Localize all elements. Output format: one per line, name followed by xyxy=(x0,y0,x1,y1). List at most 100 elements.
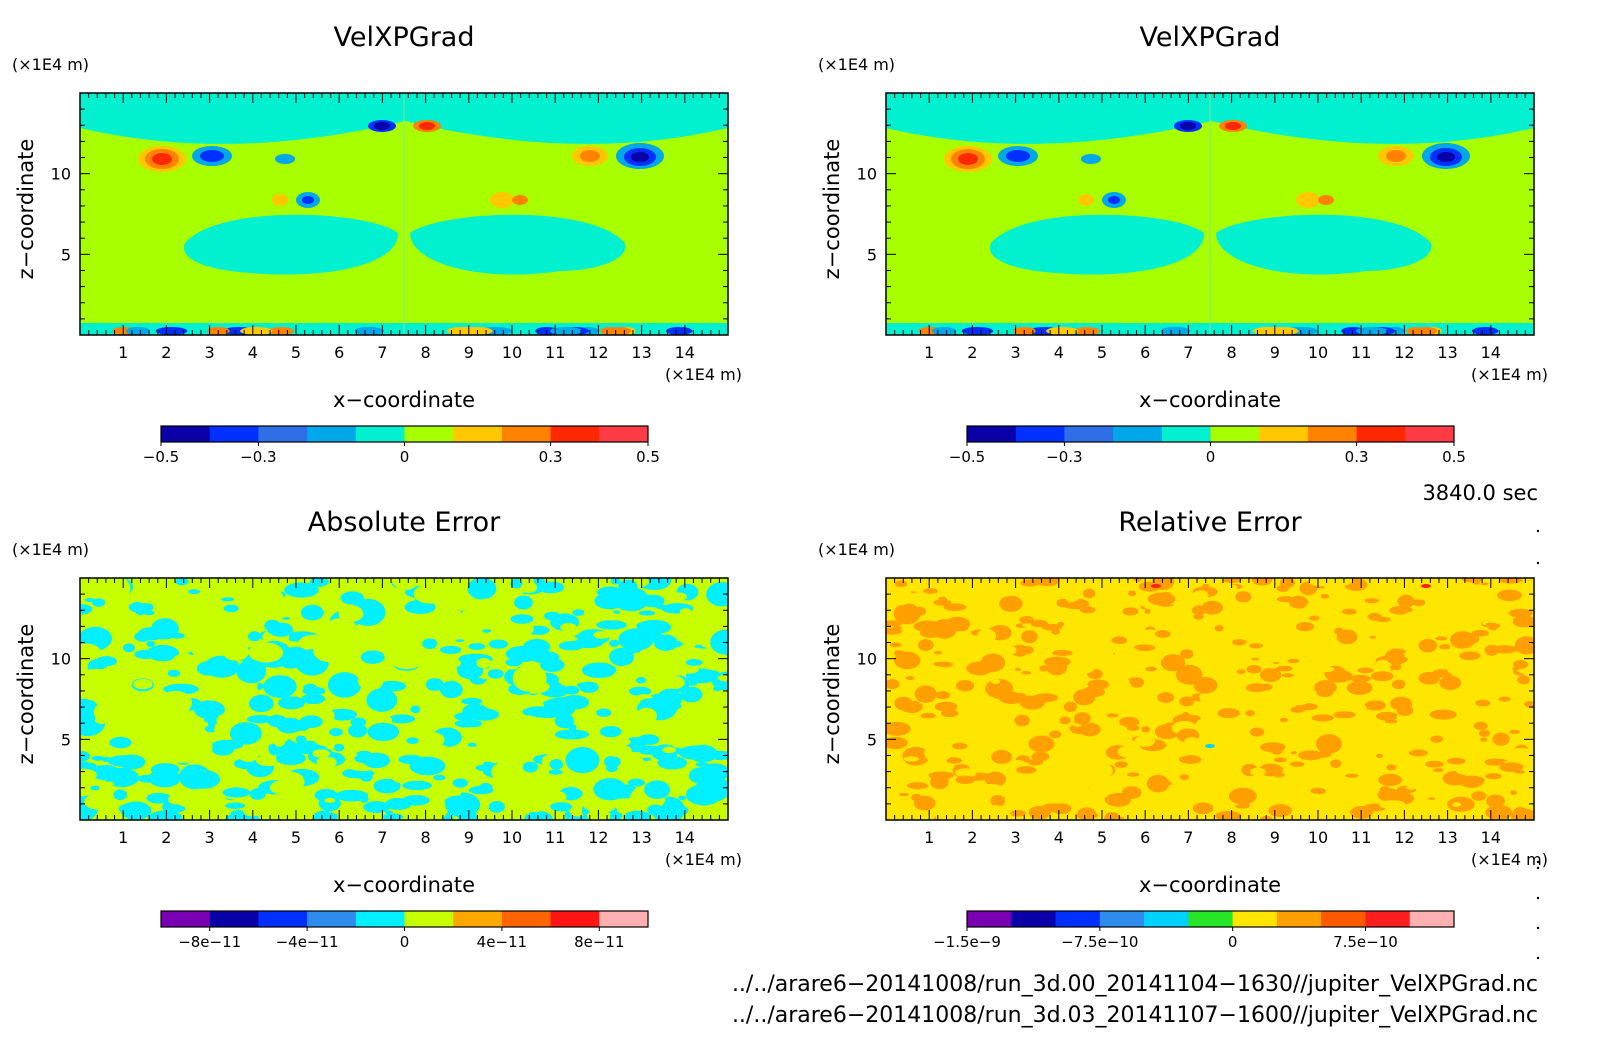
marker-dot xyxy=(1536,561,1540,565)
colorbar-segment xyxy=(1188,911,1234,927)
x-tick-label: 8 xyxy=(1227,343,1237,362)
x-tick-label: 11 xyxy=(1351,343,1371,362)
x-tick-label: 11 xyxy=(545,828,565,847)
z-axis-label: z−coordinate xyxy=(820,139,844,280)
x-tick-label: 4 xyxy=(1054,828,1064,847)
colorbar-segment xyxy=(1210,426,1260,442)
file-path-run03: ../../arare6−20141008/run_3d.03_20141107… xyxy=(732,1003,1538,1028)
colorbar: −1.5e−9 −7.5e−10 0 7.5e−10 xyxy=(933,910,1455,951)
colorbar-segment xyxy=(550,426,600,442)
colorbar-tick-label: 0.3 xyxy=(1345,448,1369,466)
x-tick-label: 3 xyxy=(205,343,215,362)
x-tick-label: 6 xyxy=(334,828,344,847)
x-tick-label: 8 xyxy=(1227,828,1237,847)
x-tick-label: 14 xyxy=(1481,343,1501,362)
x-tick-label: 3 xyxy=(1011,828,1021,847)
plot-frame xyxy=(79,577,729,821)
x-tick-label: 9 xyxy=(1270,343,1280,362)
colorbar-segment xyxy=(1011,911,1057,927)
x-tick-label: 2 xyxy=(967,343,977,362)
colorbar-tick-label: 0 xyxy=(1228,933,1238,951)
colorbar-segment xyxy=(404,911,454,927)
colorbar: −0.5 −0.3 0 0.3 0.5 xyxy=(143,425,660,466)
colorbar-segment xyxy=(307,426,357,442)
colorbar-tick-label: 0 xyxy=(400,933,410,951)
x-tick-label: 3 xyxy=(205,828,215,847)
x-tick-label: 13 xyxy=(1437,828,1457,847)
colorbar-tick-label: 0.5 xyxy=(1442,448,1466,466)
x-tick-label: 13 xyxy=(631,828,651,847)
x-tick-label: 5 xyxy=(1097,343,1107,362)
z-axis-label: z−coordinate xyxy=(14,624,38,765)
z-tick-label: 10 xyxy=(857,165,877,184)
x-tick-label: 8 xyxy=(421,343,431,362)
colorbar-segment xyxy=(1099,911,1145,927)
z-tick-label: 10 xyxy=(857,650,877,669)
x-axis-unit: (×1E4 m) xyxy=(1471,850,1548,869)
x-tick-label: 9 xyxy=(464,343,474,362)
colorbar-tick-label: 0.3 xyxy=(539,448,563,466)
x-tick-label: 12 xyxy=(1394,343,1414,362)
colorbar-segment xyxy=(307,911,357,927)
z-axis-unit: (×1E4 m) xyxy=(12,540,89,559)
colorbar-segment xyxy=(1365,911,1411,927)
marker-dot xyxy=(1536,860,1540,864)
colorbar-segment xyxy=(1321,911,1366,927)
x-tick-label: 2 xyxy=(161,828,171,847)
colorbar-segment xyxy=(404,426,454,442)
colorbar-tick-label: 0.5 xyxy=(636,448,660,466)
x-tick-label: 10 xyxy=(502,828,522,847)
x-tick-label: 14 xyxy=(1481,828,1501,847)
z-tick-label: 10 xyxy=(51,165,71,184)
colorbar-segment xyxy=(209,911,259,927)
x-tick-label: 7 xyxy=(377,343,387,362)
x-tick-label: 14 xyxy=(675,828,695,847)
file-path-run00: ../../arare6−20141008/run_3d.00_20141104… xyxy=(732,972,1538,997)
x-tick-label: 11 xyxy=(545,343,565,362)
colorbar-segment xyxy=(161,911,211,927)
plot-frame xyxy=(885,92,1535,336)
plot-frame xyxy=(79,92,729,336)
x-tick-label: 4 xyxy=(1054,343,1064,362)
colorbar-tick-label: −0.3 xyxy=(1046,448,1082,466)
colorbar-segment xyxy=(967,426,1017,442)
x-tick-label: 12 xyxy=(588,343,608,362)
colorbar-segment xyxy=(599,911,649,927)
colorbar-segment xyxy=(1409,911,1455,927)
x-tick-label: 11 xyxy=(1351,828,1371,847)
heatmap-field xyxy=(886,93,1534,335)
x-tick-label: 1 xyxy=(118,343,128,362)
x-tick-label: 7 xyxy=(1183,828,1193,847)
colorbar-segment xyxy=(1276,911,1322,927)
x-axis-unit: (×1E4 m) xyxy=(1471,365,1548,384)
x-tick-label: 5 xyxy=(291,828,301,847)
colorbar-segment xyxy=(453,426,503,442)
colorbar-segment xyxy=(1307,426,1358,442)
panel-relative-error: Relative Error(×1E4 m)1 2 3 4 5 6 7 8 9 10 11 12 13 1… xyxy=(818,507,1548,951)
panel-title: Absolute Error xyxy=(308,507,501,538)
panel-velxpgrad-run03: VelXPGrad(×1E4 m)1 2 3 4 5 6 7 8 9 10 11 12 13 14510(… xyxy=(818,22,1548,466)
x-tick-label: 2 xyxy=(967,828,977,847)
panel-absolute-error: Absolute Error(×1E4 m)1 2 3 4 5 6 7 8 9 10 11 12 13 1… xyxy=(12,507,742,951)
colorbar-segment xyxy=(1232,911,1278,927)
marker-dot xyxy=(1536,529,1540,533)
z-axis-label: z−coordinate xyxy=(820,624,844,765)
colorbar: −8e−11 −4e−11 0 4e−11 8e−11 xyxy=(160,910,649,951)
z-tick-label: 5 xyxy=(867,730,877,749)
colorbar-segment xyxy=(1161,426,1211,442)
colorbar-segment xyxy=(967,911,1012,927)
marker-dot xyxy=(1536,896,1540,900)
colorbar-tick-label: −0.5 xyxy=(949,448,985,466)
x-tick-label: 4 xyxy=(248,828,258,847)
colorbar-tick-label: −0.5 xyxy=(143,448,179,466)
x-tick-label: 5 xyxy=(291,343,301,362)
colorbar-tick-label: 0 xyxy=(1206,448,1216,466)
colorbar-tick-label: −4e−11 xyxy=(276,933,339,951)
colorbar-tick-label: −7.5e−10 xyxy=(1061,933,1138,951)
x-tick-label: 6 xyxy=(334,343,344,362)
x-tick-label: 10 xyxy=(1308,828,1328,847)
x-tick-label: 8 xyxy=(421,828,431,847)
colorbar-segment xyxy=(1113,426,1163,442)
colorbar-segment xyxy=(1055,911,1101,927)
x-tick-label: 3 xyxy=(1011,343,1021,362)
